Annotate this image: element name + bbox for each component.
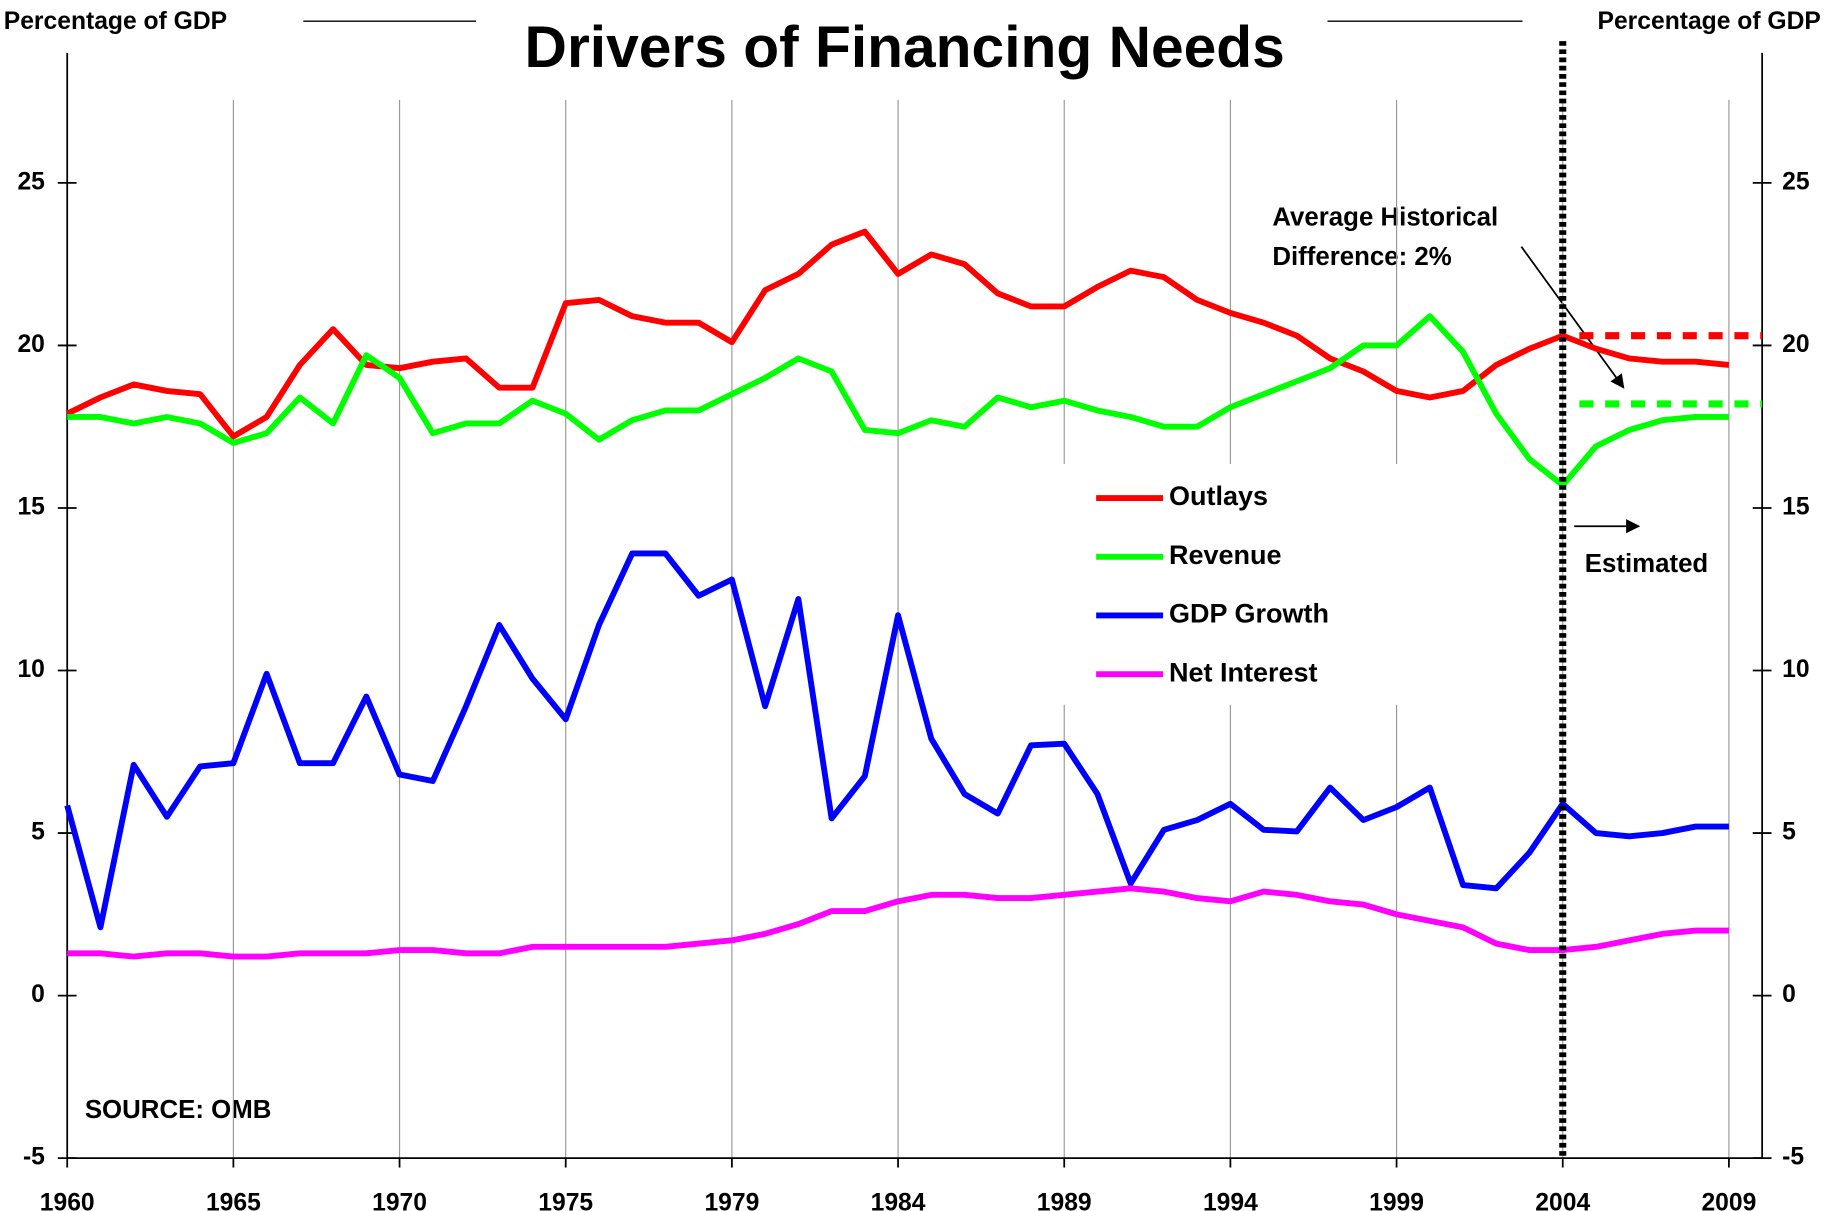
y-tick-label: -5	[23, 1144, 45, 1171]
y2-tick-label: 10	[1782, 656, 1809, 683]
series-line	[67, 313, 1729, 489]
x-tick-label: 2004	[1535, 1189, 1590, 1211]
x-tick-label: 1975	[538, 1189, 593, 1211]
series-line	[67, 885, 1729, 960]
y2-axis-label: Percentage of GDP	[1598, 8, 1821, 35]
x-tick-label: 1989	[1037, 1189, 1092, 1211]
x-tick-label: 1965	[206, 1189, 261, 1211]
estimated-label: Estimated	[1585, 550, 1708, 578]
chart-title: Drivers of Financing Needs	[525, 15, 1285, 80]
y2-tick-label: 15	[1782, 493, 1810, 520]
legend-label: Revenue	[1169, 540, 1282, 570]
y-tick-label: 15	[17, 493, 45, 520]
x-tick-label: 1960	[40, 1189, 95, 1211]
legend-box	[992, 463, 1463, 705]
legend-label: Net Interest	[1169, 657, 1318, 687]
annotation: Average Historical	[1272, 203, 1498, 231]
y2-tick-label: 5	[1782, 819, 1796, 846]
y2-tick-label: 20	[1782, 331, 1809, 358]
y2-tick-label: 0	[1782, 981, 1796, 1008]
x-tick-label: 1994	[1203, 1189, 1258, 1211]
series-line	[64, 550, 1729, 931]
series-line	[65, 228, 1730, 440]
y-tick-label: 10	[17, 656, 44, 683]
x-tick-label: 1999	[1369, 1189, 1424, 1211]
annotation: Difference: 2%	[1272, 243, 1451, 271]
annotation-arrow	[1520, 246, 1625, 389]
y-tick-label: 0	[31, 981, 45, 1008]
x-tick-label: 2009	[1701, 1189, 1756, 1211]
legend-label: GDP Growth	[1169, 599, 1329, 629]
y-tick-label: 25	[17, 168, 45, 195]
y2-tick-label: -5	[1782, 1144, 1804, 1171]
y-tick-label: 20	[17, 331, 44, 358]
y2-tick-label: 25	[1782, 168, 1810, 195]
legend-label: Outlays	[1169, 481, 1268, 511]
x-tick-label: 1970	[372, 1189, 427, 1211]
x-tick-label: 1979	[704, 1189, 759, 1211]
y-axis-label: Percentage of GDP	[4, 8, 227, 35]
source-note: SOURCE: OMB	[85, 1096, 272, 1124]
y-tick-label: 5	[31, 819, 45, 846]
x-tick-label: 1984	[871, 1189, 926, 1211]
